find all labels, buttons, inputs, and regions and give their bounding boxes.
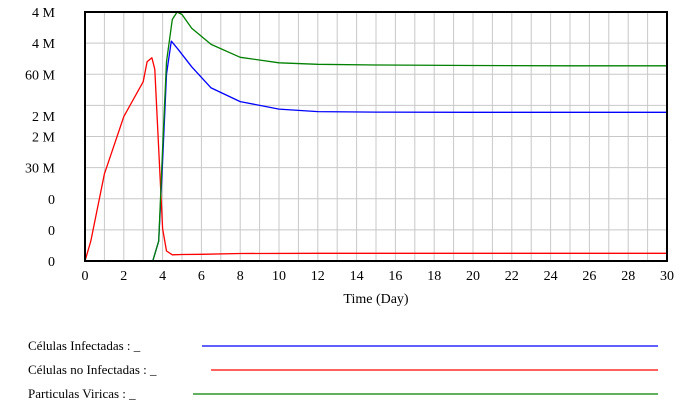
legend-label: Células Infectadas : _ (28, 338, 141, 353)
series-line (84, 11, 667, 262)
y-tick-label: 2 M (32, 110, 56, 125)
x-tick-label: 18 (427, 269, 441, 284)
x-tick-label: 2 (120, 269, 127, 284)
y-tick-label: 4 M (32, 37, 56, 52)
x-tick-label: 26 (582, 269, 596, 284)
grid (85, 12, 667, 261)
y-tick-label: 60 M (25, 68, 56, 83)
x-tick-label: 30 (660, 269, 674, 284)
y-tick-label: 0 (48, 224, 55, 239)
x-tick-label: 16 (388, 269, 402, 284)
y-tick-label: 4 M (32, 6, 56, 21)
y-axis-labels: 4 M 4 M 60 M 2 M 2 M 30 M 0 0 0 (25, 6, 56, 270)
x-tick-labels: 0 2 4 6 8 10 12 14 16 18 20 22 24 26 28 30 (82, 269, 675, 284)
series-line (84, 57, 667, 262)
x-tick-label: 28 (621, 269, 635, 284)
x-tick-label: 12 (311, 269, 325, 284)
y-tick-label: 2 M (32, 131, 56, 146)
series-lines (84, 11, 667, 262)
plot-frame (84, 11, 668, 262)
x-axis-title: Time (Day) (343, 292, 409, 307)
x-tick-label: 6 (198, 269, 205, 284)
x-tick-label: 14 (350, 269, 364, 284)
x-tick-label: 22 (505, 269, 519, 284)
x-tick-label: 0 (82, 269, 89, 284)
y-tick-label: 0 (48, 193, 55, 208)
y-tick-label: 0 (48, 255, 55, 270)
x-tick-label: 8 (237, 269, 244, 284)
legend-label: Particulas Viricas : _ (28, 386, 136, 400)
y-tick-label: 30 M (25, 162, 56, 177)
x-tick-label: 24 (544, 269, 558, 284)
x-tick-label: 4 (159, 269, 166, 284)
x-tick-label: 10 (272, 269, 286, 284)
legend: Células Infectadas : _ Células no Infecta… (28, 338, 658, 400)
legend-label: Células no Infectadas : _ (28, 362, 157, 377)
x-tick-label: 20 (466, 269, 480, 284)
